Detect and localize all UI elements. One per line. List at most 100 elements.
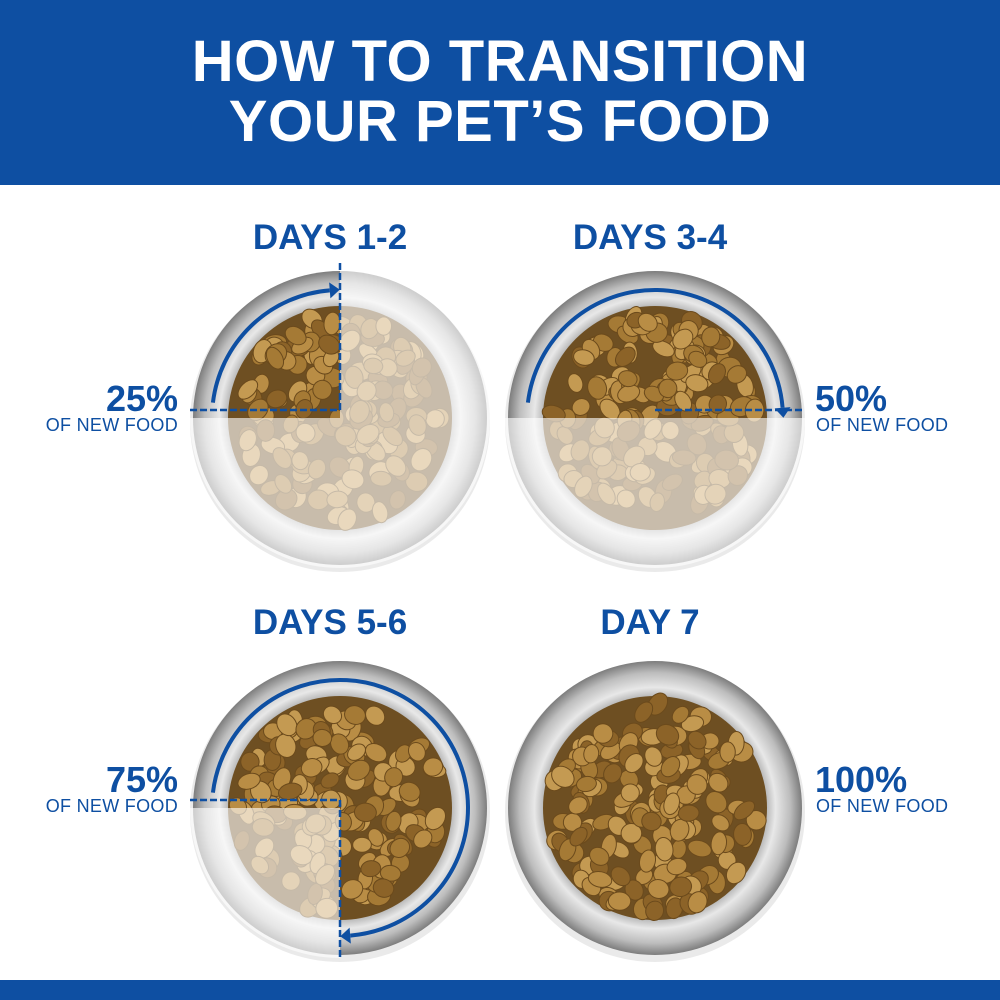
kibble	[680, 715, 705, 733]
stage-1-percent: 25%	[105, 378, 178, 419]
kibble	[677, 804, 700, 822]
kibble	[663, 792, 680, 816]
stage-2-caption: OF NEW FOOD	[816, 415, 949, 435]
kibble	[733, 822, 752, 846]
bowl-1	[190, 263, 490, 572]
kibble	[237, 379, 259, 400]
kibble	[312, 379, 333, 400]
arrow-head-icon	[774, 407, 791, 418]
kibble	[725, 861, 747, 885]
kibble	[589, 846, 610, 866]
kibble	[641, 811, 662, 832]
kibble	[669, 876, 693, 898]
stage-3-title: DAYS 5-6	[252, 603, 408, 642]
kibble	[407, 741, 426, 762]
kibble	[701, 326, 721, 348]
kibble	[665, 361, 689, 381]
arrow-arc	[525, 288, 785, 408]
old-food-faded-overlay	[505, 418, 805, 568]
kibble	[320, 772, 340, 789]
kibble	[587, 376, 608, 400]
kibble	[652, 340, 675, 358]
kibble	[569, 826, 588, 847]
kibble	[385, 810, 402, 832]
kibble	[389, 837, 411, 858]
kibble	[284, 325, 307, 346]
bowl-3	[190, 661, 490, 962]
kibble	[372, 878, 395, 898]
kibble	[687, 891, 708, 914]
kibble	[688, 350, 708, 368]
kibble	[638, 849, 657, 873]
kibble	[686, 774, 708, 795]
kibble	[318, 334, 341, 355]
kibble	[312, 728, 333, 747]
kibble	[660, 756, 681, 778]
kibble	[347, 743, 366, 761]
old-food-faded-overlay	[190, 808, 340, 958]
kibble-group	[544, 692, 767, 921]
kibble	[422, 757, 444, 777]
header-banner: HOW TO TRANSITION YOUR PET’S FOOD	[0, 0, 1000, 185]
kibble	[719, 741, 736, 763]
kibble	[610, 866, 631, 887]
kibble	[551, 765, 575, 788]
kibble	[603, 763, 623, 784]
kibble	[672, 328, 694, 350]
kibble	[671, 705, 690, 724]
stage-4-percent: 100%	[815, 759, 908, 800]
kibble	[413, 829, 433, 849]
kibble	[352, 836, 372, 853]
stage-4-title: DAY 7	[600, 603, 700, 642]
kibble	[711, 814, 730, 832]
kibble	[634, 701, 654, 723]
stage-1-title: DAYS 1-2	[252, 218, 408, 257]
footer-bar	[0, 980, 1000, 1000]
kibble	[710, 831, 728, 856]
kibble	[655, 723, 680, 746]
stage-3-caption: OF NEW FOOD	[45, 796, 178, 816]
kibble	[733, 800, 756, 821]
kibble	[617, 370, 638, 388]
kibble	[644, 746, 663, 767]
kibble	[275, 733, 297, 758]
kibble	[330, 733, 350, 755]
kibble	[685, 374, 709, 393]
title-line-2: YOUR PET’S FOOD	[228, 89, 772, 154]
kibble	[347, 759, 371, 781]
kibble	[637, 312, 658, 332]
kibble	[237, 772, 261, 790]
kibble	[276, 713, 298, 737]
kibble	[620, 783, 640, 803]
kibble	[341, 879, 364, 900]
old-food-faded-overlay	[190, 268, 490, 568]
kibble	[620, 823, 643, 844]
kibble	[364, 743, 388, 763]
kibble	[614, 346, 636, 367]
kibble	[573, 349, 595, 366]
bowl-4	[505, 661, 805, 962]
kibble	[398, 781, 421, 802]
kibble	[587, 870, 613, 888]
title-line-1: HOW TO TRANSITION	[191, 29, 809, 94]
kibble	[666, 857, 688, 876]
kibble	[322, 705, 343, 725]
kibble	[567, 373, 584, 393]
kibble	[647, 879, 670, 899]
arrow-head-icon	[329, 282, 340, 299]
kibble	[687, 730, 707, 750]
kibble	[624, 753, 644, 774]
stage-3-percent: 75%	[105, 759, 178, 800]
kibble	[583, 744, 600, 764]
kibble	[568, 796, 588, 815]
arrow-head-icon	[340, 927, 351, 944]
kibble	[384, 767, 404, 788]
kibble	[687, 839, 712, 858]
kibble	[265, 346, 285, 370]
kibble	[658, 378, 678, 399]
stage-2-percent: 50%	[815, 378, 888, 419]
kibble	[394, 744, 412, 763]
kibble	[344, 705, 366, 725]
kibble	[365, 705, 386, 726]
